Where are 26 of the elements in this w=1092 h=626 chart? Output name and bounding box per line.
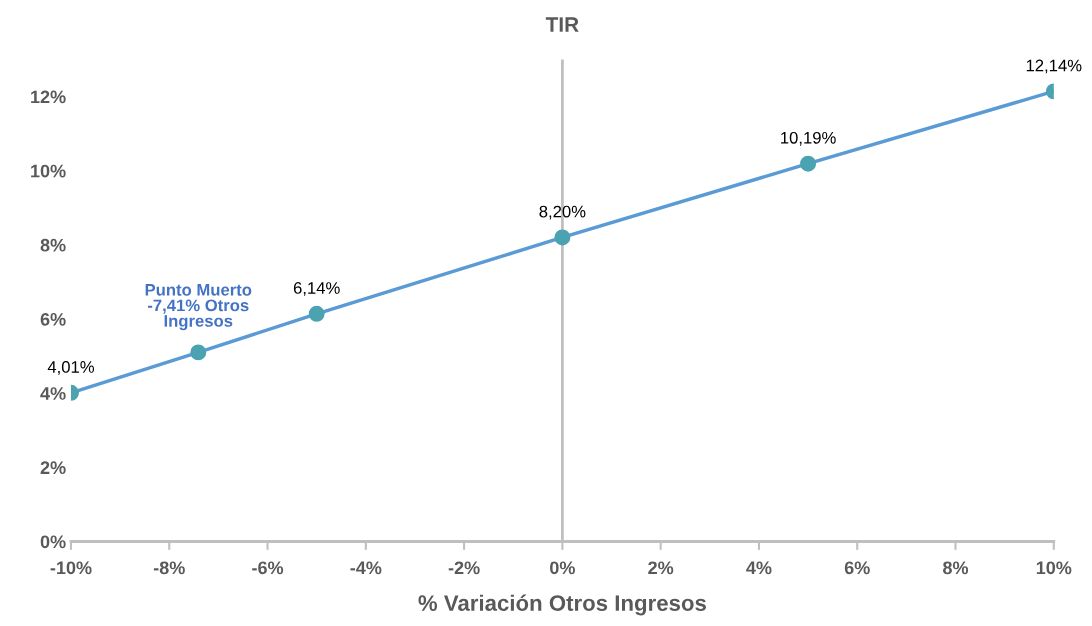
y-tick-label: 8% <box>40 238 66 252</box>
x-tick-label: 0% <box>550 561 575 575</box>
x-tick-label: -2% <box>448 561 480 575</box>
data-label: 6,14% <box>293 282 340 296</box>
y-tick-label: 6% <box>40 312 66 326</box>
x-tick-label: -4% <box>350 561 382 575</box>
data-label: 10,19% <box>781 131 836 146</box>
x-tick-label: 2% <box>648 561 674 575</box>
data-label: 12,14% <box>1026 59 1082 74</box>
x-tick-label: -6% <box>252 561 284 575</box>
x-axis-title: % Variación Otros Ingresos <box>418 594 706 616</box>
x-tick-label: 10% <box>1036 561 1072 575</box>
x-tick-label: 8% <box>943 561 969 575</box>
data-label: 8,20% <box>539 205 586 220</box>
x-tick-label: -10% <box>50 561 92 575</box>
y-tick-label: 10% <box>31 164 66 178</box>
y-tick-label: 0% <box>40 535 66 549</box>
x-tick-label: 4% <box>746 561 772 575</box>
y-tick-label: 12% <box>31 90 66 104</box>
x-tick-label: -8% <box>153 561 185 575</box>
data-label: 4,01% <box>47 361 95 375</box>
chart-title: TIR <box>545 17 579 32</box>
x-tick-label: 6% <box>844 561 870 575</box>
annotation: Punto Muerto -7,41% Otros Ingresos <box>145 284 252 331</box>
y-tick-label: 2% <box>40 461 66 475</box>
y-tick-label: 4% <box>40 387 66 400</box>
